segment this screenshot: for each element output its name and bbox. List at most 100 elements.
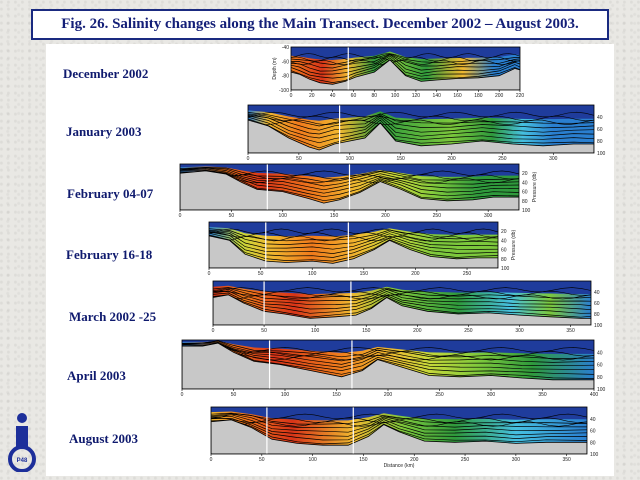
isohaline-contour bbox=[248, 116, 594, 144]
x-tick-label: 50 bbox=[296, 156, 302, 162]
x-tick-label: 40 bbox=[330, 93, 336, 99]
x-tick-label: 100 bbox=[308, 457, 317, 463]
x-tick-label: 50 bbox=[231, 392, 237, 398]
upper-contour bbox=[209, 232, 498, 238]
y-axis-label: Pressure (db) bbox=[532, 172, 538, 203]
isohaline-contour bbox=[209, 228, 498, 242]
y-tick-label: -60 bbox=[282, 59, 289, 65]
x-tick-label: 250 bbox=[435, 392, 444, 398]
y-tick-label: 100 bbox=[501, 266, 510, 272]
x-tick-label: 50 bbox=[259, 457, 265, 463]
section-5: 0 50 100 150 200 250 300 350 40 60 80 100 bbox=[212, 277, 603, 334]
row-label-december-2002: December 2002 bbox=[63, 66, 149, 81]
y-tick-label: 20 bbox=[501, 229, 507, 235]
y-tick-label: 80 bbox=[597, 139, 603, 145]
upper-contour bbox=[211, 421, 587, 427]
upper-contour bbox=[213, 290, 591, 296]
x-tick-label: 250 bbox=[498, 156, 507, 162]
y-tick-label: 40 bbox=[594, 290, 600, 296]
isohaline-contour bbox=[180, 167, 519, 187]
x-tick-label: 0 bbox=[179, 213, 182, 219]
logo-stem bbox=[16, 426, 28, 448]
isohaline-contour bbox=[213, 287, 591, 299]
seabed bbox=[248, 119, 594, 153]
isohaline-contour bbox=[213, 287, 591, 302]
section-frame bbox=[212, 280, 592, 326]
upper-contour bbox=[213, 294, 591, 300]
y-tick-label: 40 bbox=[590, 417, 596, 423]
x-tick-label: 180 bbox=[474, 93, 483, 99]
y-tick-label: 60 bbox=[590, 429, 596, 435]
isohaline-contour bbox=[248, 113, 594, 131]
x-tick-label: 50 bbox=[261, 328, 267, 334]
logo-dot bbox=[17, 413, 27, 423]
y-tick-label: 100 bbox=[594, 323, 603, 329]
x-tick-label: 100 bbox=[346, 156, 355, 162]
upper-contour bbox=[213, 287, 591, 293]
section-frame bbox=[247, 104, 595, 154]
x-tick-label: 200 bbox=[381, 213, 390, 219]
y-tick-label: 80 bbox=[501, 257, 507, 263]
isohaline-contour bbox=[211, 414, 587, 433]
isohaline-contour bbox=[291, 53, 520, 69]
isohaline-contour bbox=[182, 342, 594, 379]
section-6: 0 50 100 150 200 250 300 350 400 40 60 80 100 bbox=[181, 336, 606, 398]
y-tick-label: 40 bbox=[501, 238, 507, 244]
isohaline-contour bbox=[213, 294, 591, 318]
x-tick-label: 300 bbox=[515, 328, 524, 334]
section-7: 0 50 100 150 200 250 300 350 40 60 80 100 Distance (… bbox=[210, 403, 599, 469]
isohaline-contour bbox=[182, 340, 594, 363]
x-tick-label: 200 bbox=[447, 156, 456, 162]
x-tick-label: 150 bbox=[332, 392, 341, 398]
x-tick-label: 250 bbox=[433, 213, 442, 219]
upper-contour bbox=[248, 119, 594, 126]
x-tick-label: 150 bbox=[359, 457, 368, 463]
isohaline-contour bbox=[180, 169, 519, 198]
seabed bbox=[209, 235, 498, 268]
x-tick-label: 220 bbox=[516, 93, 525, 99]
x-tick-label: 0 bbox=[212, 328, 215, 334]
y-tick-label: 60 bbox=[597, 363, 603, 369]
isohaline-contour bbox=[209, 229, 498, 245]
x-tick-label: 350 bbox=[563, 457, 572, 463]
isohaline-contour bbox=[209, 231, 498, 254]
x-tick-label: 0 bbox=[290, 93, 293, 99]
y-tick-label: 60 bbox=[594, 301, 600, 307]
x-tick-label: 300 bbox=[549, 156, 558, 162]
section-frame bbox=[208, 221, 499, 269]
isohaline-contour bbox=[182, 340, 594, 359]
upper-contour bbox=[248, 111, 594, 118]
upper-contour bbox=[211, 417, 587, 423]
x-tick-label: 150 bbox=[396, 156, 405, 162]
section-2: 0 50 100 150 200 250 300 40 60 80 100 bbox=[247, 101, 606, 162]
logo-text: P48 bbox=[17, 458, 28, 464]
y-axis-label: Depth (m) bbox=[272, 57, 278, 80]
isohaline-contour bbox=[211, 417, 587, 441]
row-label-january-2003: January 2003 bbox=[66, 124, 142, 139]
isohaline-contour bbox=[182, 342, 594, 375]
x-tick-label: 250 bbox=[463, 271, 472, 277]
isohaline-contour bbox=[180, 167, 519, 191]
salinity-band bbox=[209, 226, 498, 264]
y-tick-label: 80 bbox=[594, 312, 600, 318]
x-tick-label: 350 bbox=[538, 392, 547, 398]
y-tick-label: 20 bbox=[522, 171, 528, 177]
y-axis-label: Pressure (db) bbox=[511, 230, 517, 261]
y-tick-label: 60 bbox=[501, 248, 507, 254]
row-label-february-04-07: February 04-07 bbox=[67, 186, 154, 201]
upper-contour bbox=[291, 60, 520, 65]
x-tick-label: 150 bbox=[360, 271, 369, 277]
row-label-august-2003: August 2003 bbox=[69, 431, 138, 446]
isohaline-contour bbox=[180, 170, 519, 202]
section-frame bbox=[290, 46, 521, 91]
x-tick-label: 350 bbox=[566, 328, 575, 334]
x-tick-label: 300 bbox=[512, 457, 521, 463]
x-tick-label: 0 bbox=[208, 271, 211, 277]
x-tick-label: 300 bbox=[487, 392, 496, 398]
x-tick-label: 100 bbox=[279, 213, 288, 219]
y-tick-label: 60 bbox=[522, 190, 528, 196]
seabed bbox=[211, 419, 587, 454]
x-tick-label: 0 bbox=[181, 392, 184, 398]
